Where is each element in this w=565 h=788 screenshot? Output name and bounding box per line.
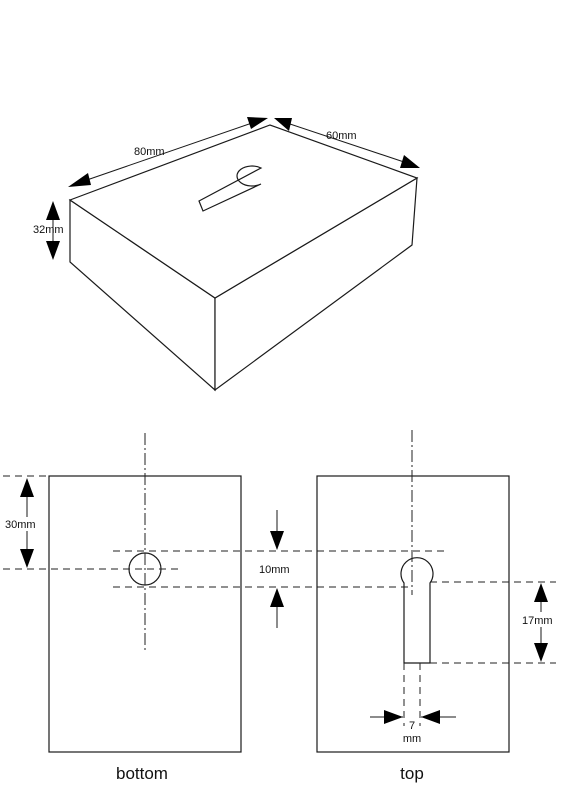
dimension-30mm: 30mm	[3, 478, 43, 568]
dimension-17mm: 17mm	[519, 583, 563, 662]
dim-label-80mm: 80mm	[134, 146, 165, 158]
isometric-box	[68, 124, 419, 392]
top-caption: top	[400, 764, 424, 783]
dim-label-17mm: 17mm	[522, 615, 553, 627]
top-view: top	[316, 430, 556, 783]
top-outline	[316, 475, 510, 753]
dimension-80mm: 80mm	[68, 117, 268, 187]
dimension-7mm: 7 mm	[370, 710, 456, 745]
dim-label-32mm: 32mm	[33, 224, 64, 236]
dim-label-7: 7	[409, 720, 415, 732]
dim-label-10mm: 10mm	[259, 564, 290, 576]
dim-label-60mm: 60mm	[326, 130, 357, 142]
top-keyhole-slot	[198, 165, 263, 212]
dim-label-30mm: 30mm	[5, 519, 36, 531]
box-top-face	[68, 124, 419, 299]
dim-label-mm: mm	[403, 733, 421, 745]
dimension-32mm: 32mm	[33, 201, 64, 260]
top-keyhole-outline	[400, 557, 434, 664]
bottom-view: bottom	[3, 433, 445, 783]
bottom-caption: bottom	[116, 764, 168, 783]
dimension-10mm: 10mm	[256, 510, 298, 628]
dimension-60mm: 60mm	[274, 118, 420, 168]
